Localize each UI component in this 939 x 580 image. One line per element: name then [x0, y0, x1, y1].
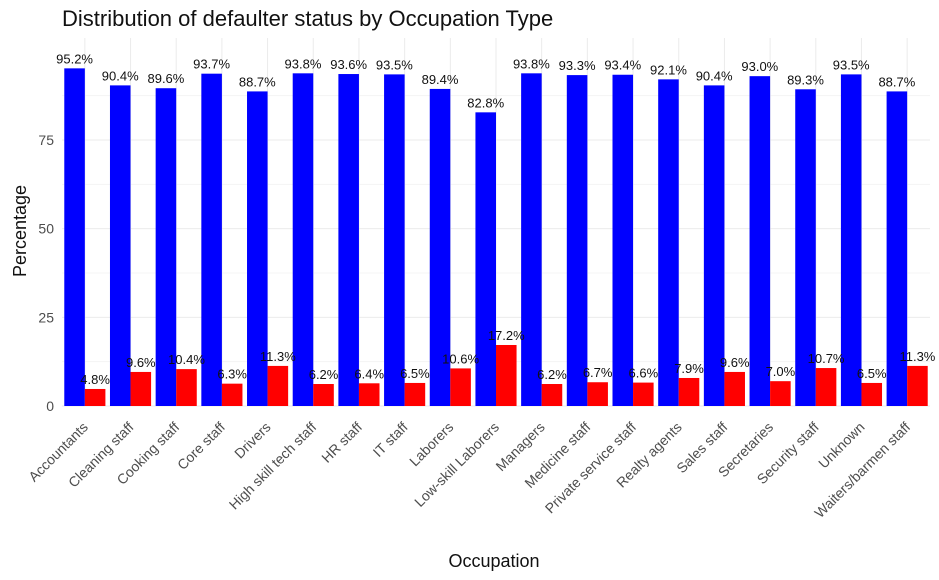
data-label: 93.5% — [833, 57, 870, 72]
data-label: 93.7% — [193, 57, 230, 72]
x-tick-label: Low-skill Laborers — [411, 419, 502, 510]
data-label: 6.7% — [583, 365, 613, 380]
data-label: 92.1% — [650, 62, 687, 77]
bars — [64, 68, 928, 407]
bar — [815, 368, 837, 406]
data-label: 10.6% — [442, 351, 479, 366]
data-label: 93.4% — [604, 58, 641, 73]
bar — [64, 68, 85, 406]
bar — [840, 74, 862, 407]
data-label: 6.5% — [857, 366, 887, 381]
data-label: 9.6% — [720, 355, 750, 370]
data-label: 93.8% — [285, 56, 322, 71]
data-label: 88.7% — [239, 74, 276, 89]
data-label: 93.3% — [559, 58, 596, 73]
data-label: 82.8% — [467, 95, 504, 110]
data-label: 95.2% — [56, 51, 93, 66]
data-label: 11.3% — [260, 349, 296, 364]
bar — [201, 73, 222, 406]
bar — [429, 88, 451, 406]
data-label: 89.3% — [787, 72, 824, 87]
y-tick-label: 0 — [46, 398, 54, 414]
bar — [749, 76, 771, 406]
data-label: 11.3% — [899, 349, 935, 364]
data-label: 90.4% — [696, 68, 733, 83]
bar — [109, 85, 131, 406]
data-label: 10.4% — [168, 352, 205, 367]
x-tick-label: IT staff — [370, 419, 411, 460]
data-label: 7.0% — [766, 364, 796, 379]
bar — [338, 74, 359, 407]
y-tick-label: 50 — [38, 221, 54, 237]
bar — [496, 344, 517, 406]
x-tick-label: High skill tech staff — [226, 419, 320, 513]
bar — [450, 368, 471, 406]
bar — [404, 382, 426, 406]
chart-title: Distribution of defaulter status by Occu… — [62, 6, 554, 31]
data-label: 10.7% — [808, 351, 845, 366]
data-label: 93.8% — [513, 56, 550, 71]
bar — [130, 371, 152, 406]
data-label: 93.6% — [330, 57, 367, 72]
data-labels: 95.2% 90.4% 89.6% 93.7% 88.7% 93.8% 93.6% 93.5%… — [56, 51, 936, 387]
bar — [587, 382, 608, 406]
bar — [84, 388, 106, 406]
bar — [221, 383, 243, 406]
data-label: 6.2% — [309, 367, 339, 382]
bar — [358, 383, 380, 406]
data-label: 9.6% — [126, 355, 156, 370]
x-tick-label: Drivers — [231, 419, 274, 462]
bar — [907, 365, 928, 406]
data-label: 7.9% — [674, 361, 704, 376]
bar — [247, 91, 268, 406]
y-axis: 0 25 50 75 — [38, 132, 54, 414]
data-label: 88.7% — [878, 74, 915, 89]
bar — [292, 73, 314, 407]
data-label: 4.8% — [80, 372, 110, 387]
data-label: 6.2% — [537, 367, 567, 382]
bar — [886, 91, 908, 406]
y-axis-title: Percentage — [10, 185, 30, 277]
bar — [384, 74, 405, 407]
data-label: 6.5% — [400, 366, 430, 381]
x-tick-label: Core staff — [174, 419, 228, 473]
bar — [724, 371, 745, 406]
data-label: 6.6% — [629, 366, 659, 381]
bar — [475, 112, 496, 406]
bar — [703, 85, 725, 406]
y-tick-label: 75 — [38, 132, 54, 148]
bar — [176, 369, 197, 406]
bar — [678, 377, 700, 406]
bar — [633, 382, 654, 406]
data-label: 89.6% — [147, 71, 184, 86]
y-tick-label: 25 — [38, 309, 54, 325]
data-label: 89.4% — [422, 72, 459, 87]
bar — [658, 79, 679, 407]
bar — [521, 73, 542, 407]
bar — [795, 89, 816, 407]
x-tick-label: HR staff — [318, 419, 365, 466]
bar — [267, 365, 289, 406]
bar — [566, 75, 588, 406]
data-label: 6.4% — [354, 366, 384, 381]
data-label: 17.2% — [488, 328, 525, 343]
bar — [155, 88, 177, 407]
bar — [612, 74, 634, 406]
data-label: 93.5% — [376, 57, 413, 72]
bar — [313, 384, 334, 406]
bar — [770, 381, 791, 406]
bar — [541, 384, 563, 406]
x-axis-title: Occupation — [448, 551, 539, 571]
bar — [861, 382, 883, 406]
data-label: 93.0% — [741, 59, 778, 74]
data-label: 6.3% — [217, 367, 247, 382]
data-label: 90.4% — [102, 68, 139, 83]
